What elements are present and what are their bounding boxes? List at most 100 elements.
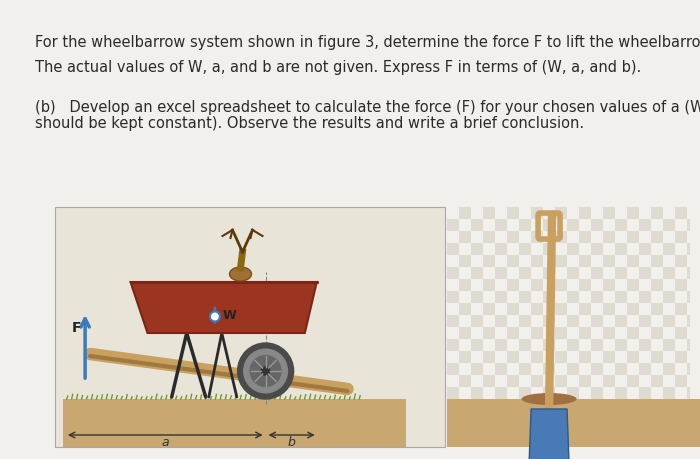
Bar: [615, 243, 627, 256]
Bar: [507, 256, 519, 268]
Text: (b)   Develop an excel spreadsheet to calculate the force (F) for your chosen va: (b) Develop an excel spreadsheet to calc…: [35, 100, 700, 115]
Bar: [579, 375, 591, 387]
Bar: [495, 363, 507, 375]
Bar: [483, 399, 495, 411]
Bar: [651, 256, 663, 268]
Bar: [483, 207, 495, 219]
Bar: [567, 387, 579, 399]
Bar: [675, 375, 687, 387]
Bar: [495, 411, 507, 423]
Bar: [507, 351, 519, 363]
Bar: [459, 207, 471, 219]
Bar: [579, 231, 591, 243]
Bar: [459, 351, 471, 363]
Bar: [591, 243, 603, 256]
Bar: [603, 303, 615, 315]
Bar: [663, 315, 675, 327]
Bar: [579, 256, 591, 268]
Bar: [471, 339, 483, 351]
Text: b: b: [288, 435, 295, 448]
Bar: [459, 303, 471, 315]
Bar: [471, 243, 483, 256]
Polygon shape: [529, 409, 569, 459]
Bar: [591, 219, 603, 231]
Bar: [507, 280, 519, 291]
Bar: [603, 231, 615, 243]
Bar: [687, 435, 690, 447]
Bar: [531, 327, 543, 339]
Bar: [579, 327, 591, 339]
Bar: [459, 256, 471, 268]
Bar: [543, 219, 555, 231]
Bar: [555, 423, 567, 435]
Bar: [495, 315, 507, 327]
Bar: [507, 303, 519, 315]
Bar: [447, 387, 459, 399]
Bar: [471, 435, 483, 447]
Bar: [555, 399, 567, 411]
Circle shape: [261, 367, 270, 375]
Bar: [603, 280, 615, 291]
Bar: [507, 375, 519, 387]
Bar: [627, 351, 639, 363]
Bar: [627, 303, 639, 315]
Bar: [579, 399, 591, 411]
Bar: [447, 411, 459, 423]
Bar: [567, 411, 579, 423]
Bar: [675, 280, 687, 291]
Bar: [675, 231, 687, 243]
Bar: [675, 351, 687, 363]
Bar: [507, 207, 519, 219]
Bar: [639, 435, 651, 447]
Bar: [543, 315, 555, 327]
Bar: [519, 387, 531, 399]
Bar: [543, 387, 555, 399]
Bar: [63, 399, 406, 447]
Bar: [507, 231, 519, 243]
Bar: [663, 387, 675, 399]
Bar: [663, 268, 675, 280]
Bar: [591, 339, 603, 351]
Bar: [555, 303, 567, 315]
Bar: [495, 268, 507, 280]
Bar: [459, 399, 471, 411]
Bar: [579, 280, 591, 291]
Bar: [651, 303, 663, 315]
Bar: [591, 387, 603, 399]
Bar: [615, 411, 627, 423]
Bar: [519, 411, 531, 423]
Bar: [615, 291, 627, 303]
Bar: [519, 339, 531, 351]
Bar: [555, 327, 567, 339]
Bar: [567, 363, 579, 375]
Bar: [675, 256, 687, 268]
Bar: [447, 399, 700, 447]
Bar: [483, 280, 495, 291]
Bar: [507, 423, 519, 435]
Bar: [687, 411, 690, 423]
Bar: [519, 291, 531, 303]
Bar: [639, 387, 651, 399]
Bar: [483, 423, 495, 435]
Bar: [651, 207, 663, 219]
Bar: [663, 435, 675, 447]
Bar: [447, 219, 459, 231]
Bar: [543, 291, 555, 303]
Bar: [591, 268, 603, 280]
Bar: [663, 339, 675, 351]
Bar: [579, 423, 591, 435]
Bar: [639, 243, 651, 256]
Bar: [531, 399, 543, 411]
Bar: [507, 327, 519, 339]
Bar: [495, 291, 507, 303]
Bar: [651, 327, 663, 339]
Bar: [531, 375, 543, 387]
Bar: [579, 303, 591, 315]
Bar: [603, 423, 615, 435]
Bar: [531, 351, 543, 363]
Bar: [543, 243, 555, 256]
Bar: [615, 315, 627, 327]
Bar: [591, 363, 603, 375]
Bar: [627, 280, 639, 291]
Bar: [603, 327, 615, 339]
